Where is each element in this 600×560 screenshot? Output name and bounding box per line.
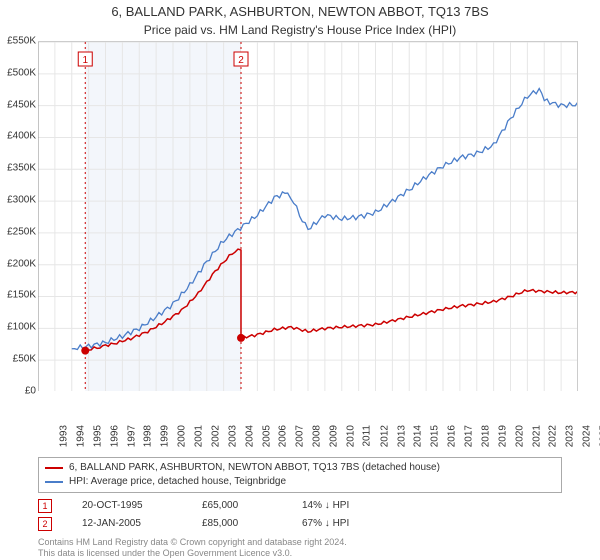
x-tick-label: 2007	[295, 425, 306, 447]
legend-item-hpi: HPI: Average price, detached house, Teig…	[45, 475, 555, 489]
y-tick-label: £150K	[7, 290, 38, 301]
x-tick-label: 2006	[278, 425, 289, 447]
x-tick-label: 1993	[58, 425, 69, 447]
sale-delta: 14% ↓ HPI	[302, 500, 349, 511]
y-tick-label: £100K	[7, 322, 38, 333]
x-tick-label: 2022	[548, 425, 559, 447]
x-tick-label: 2023	[565, 425, 576, 447]
chart-plot: 12	[38, 41, 578, 391]
y-tick-label: £500K	[7, 67, 38, 78]
y-tick-label: £250K	[7, 226, 38, 237]
x-tick-label: 2021	[531, 425, 542, 447]
x-tick-label: 2008	[311, 425, 322, 447]
sale-date: 20-OCT-1995	[82, 500, 172, 511]
sale-price: £85,000	[202, 518, 272, 529]
x-tick-label: 2013	[396, 425, 407, 447]
svg-text:2: 2	[238, 55, 244, 66]
legend: 6, BALLAND PARK, ASHBURTON, NEWTON ABBOT…	[38, 457, 562, 493]
x-tick-label: 1999	[160, 425, 171, 447]
legend-swatch-icon	[45, 467, 63, 469]
y-tick-label: £550K	[7, 35, 38, 46]
svg-text:1: 1	[82, 55, 88, 66]
sales-table: 1 20-OCT-1995 £65,000 14% ↓ HPI 2 12-JAN…	[38, 497, 562, 533]
x-tick-label: 2020	[514, 425, 525, 447]
x-tick-label: 2001	[193, 425, 204, 447]
x-tick-label: 1998	[143, 425, 154, 447]
x-tick-label: 2009	[328, 425, 339, 447]
sale-price: £65,000	[202, 500, 272, 511]
legend-item-property: 6, BALLAND PARK, ASHBURTON, NEWTON ABBOT…	[45, 461, 555, 475]
x-tick-label: 1996	[109, 425, 120, 447]
sale-delta: 67% ↓ HPI	[302, 518, 349, 529]
legend-swatch-icon	[45, 481, 63, 483]
sale-marker-icon: 2	[38, 517, 52, 531]
subtitle: Price paid vs. HM Land Registry's House …	[0, 21, 600, 41]
sale-date: 12-JAN-2005	[82, 518, 172, 529]
x-tick-label: 1995	[92, 425, 103, 447]
x-tick-label: 2002	[210, 425, 221, 447]
x-tick-label: 2012	[379, 425, 390, 447]
legend-label: HPI: Average price, detached house, Teig…	[69, 475, 286, 489]
x-axis-labels: 1993 1994 1995 1996 1997 1998 1999 2000 2001 2002…	[38, 421, 578, 451]
y-tick-label: £0	[25, 385, 38, 396]
y-tick-label: £450K	[7, 99, 38, 110]
x-tick-label: 2018	[480, 425, 491, 447]
x-tick-label: 1997	[126, 425, 137, 447]
footer: Contains HM Land Registry data © Crown c…	[38, 537, 562, 560]
x-tick-label: 1994	[75, 425, 86, 447]
x-tick-label: 2005	[261, 425, 272, 447]
x-tick-label: 2017	[463, 425, 474, 447]
footer-line: This data is licensed under the Open Gov…	[38, 548, 562, 559]
chart: £0£50K£100K£150K£200K£250K£300K£350K£400…	[38, 41, 598, 421]
x-tick-label: 2000	[176, 425, 187, 447]
y-tick-label: £200K	[7, 258, 38, 269]
x-tick-label: 2004	[244, 425, 255, 447]
x-tick-label: 2010	[345, 425, 356, 447]
y-tick-label: £50K	[13, 354, 38, 365]
y-tick-label: £400K	[7, 131, 38, 142]
y-tick-label: £300K	[7, 194, 38, 205]
sale-marker-icon: 1	[38, 499, 52, 513]
y-tick-label: £350K	[7, 163, 38, 174]
x-tick-label: 2019	[497, 425, 508, 447]
legend-label: 6, BALLAND PARK, ASHBURTON, NEWTON ABBOT…	[69, 461, 440, 475]
footer-line: Contains HM Land Registry data © Crown c…	[38, 537, 562, 548]
x-tick-label: 2016	[446, 425, 457, 447]
x-tick-label: 2015	[430, 425, 441, 447]
table-row: 2 12-JAN-2005 £85,000 67% ↓ HPI	[38, 515, 562, 533]
x-tick-label: 2024	[581, 425, 592, 447]
x-tick-label: 2014	[413, 425, 424, 447]
x-tick-label: 2003	[227, 425, 238, 447]
page-title: 6, BALLAND PARK, ASHBURTON, NEWTON ABBOT…	[0, 0, 600, 21]
x-tick-label: 2011	[361, 425, 372, 447]
table-row: 1 20-OCT-1995 £65,000 14% ↓ HPI	[38, 497, 562, 515]
